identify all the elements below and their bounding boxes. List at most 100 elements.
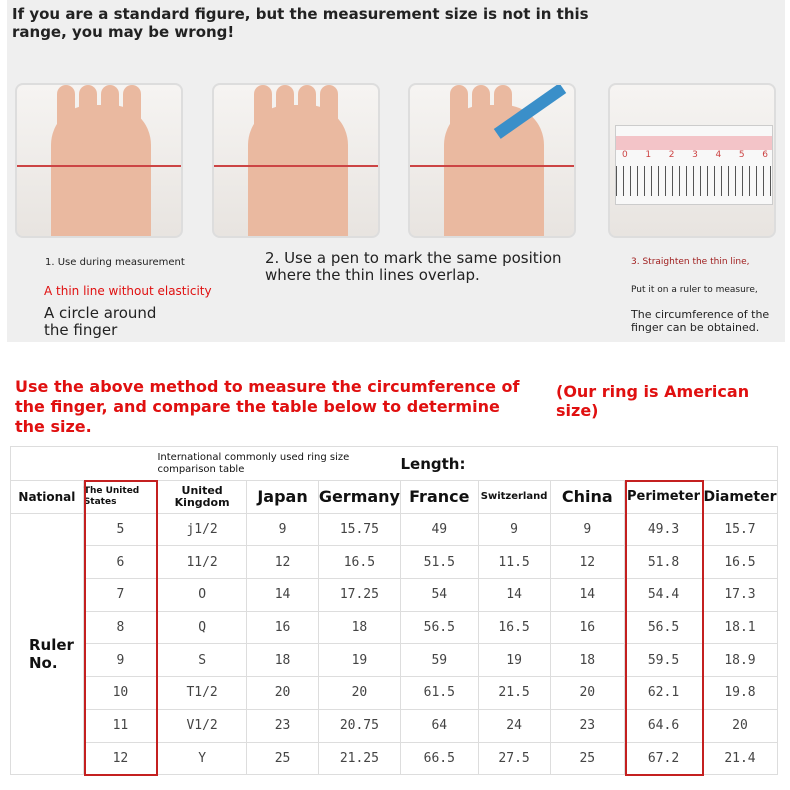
column-header: Switzerland (477, 480, 551, 514)
table-cell: 54.4 (624, 578, 703, 612)
table-cell: 14 (477, 578, 551, 612)
table-cell: Q (156, 610, 248, 645)
table-cell: 15.7 (701, 512, 779, 547)
table-cell: j1/2 (156, 512, 248, 547)
table-cell: 16.5 (317, 545, 401, 580)
table-cell: 66.5 (399, 741, 479, 776)
table-cell: 23 (549, 708, 626, 743)
table-cell: 20 (246, 676, 319, 710)
table-cell: 10 (82, 676, 158, 710)
table-cell: 25 (246, 741, 319, 776)
table-cell: 18 (549, 643, 626, 678)
us-column-highlight (84, 480, 158, 776)
table-cell: 25 (549, 741, 626, 776)
ruler-number: 3 (692, 150, 698, 160)
table-cell: 16.5 (701, 545, 779, 580)
step1-title: 1. Use during measurement (45, 257, 185, 268)
table-cell: 9 (477, 512, 551, 547)
step3-main: The circumference of the finger can be o… (631, 308, 770, 334)
table-cell: 23 (246, 708, 319, 743)
step2-text: 2. Use a pen to mark the same position w… (265, 249, 562, 284)
table-cell: 21.5 (477, 676, 551, 710)
ruler-no-label: Ruler No. (10, 512, 84, 776)
table-cell: 16 (246, 610, 319, 645)
table-cell: 20 (317, 676, 401, 710)
table-cell: 12 (246, 545, 319, 580)
american-size-note: (Our ring is American size) (556, 382, 750, 420)
table-cell: 17.25 (317, 578, 401, 612)
table-cell: 18 (246, 643, 319, 678)
table-cell: 20 (701, 708, 779, 743)
ruler-number: 1 (645, 150, 652, 160)
photo-thread-overlap (212, 83, 380, 238)
table-cell: V1/2 (156, 708, 248, 743)
table-cell: S (156, 643, 248, 678)
table-cell: 12 (82, 741, 158, 776)
photo-pen-marking (408, 83, 576, 238)
table-cell: 14 (246, 578, 319, 612)
column-header: China (549, 480, 626, 514)
perimeter-column-highlight (625, 480, 704, 776)
table-row: 12 Y 25 21.25 66.5 27.5 25 67.2 21.4 (11, 741, 779, 776)
photo-thread-around-finger (15, 83, 183, 238)
column-header: United Kingdom (156, 480, 248, 514)
table-row: 6 11/2 12 16.5 51.5 11.5 12 51.8 16.5 (11, 545, 779, 580)
table-row: 9 S 18 19 59 19 18 59.5 18.9 (11, 643, 779, 678)
ruler-number: 6 (762, 150, 768, 160)
table-cell: 21.25 (317, 741, 401, 776)
table-cell: 18 (317, 610, 401, 645)
table-cell: 18.9 (701, 643, 779, 678)
table-cell: 7 (82, 578, 158, 612)
table-cell: 9 (549, 512, 626, 547)
photo-ruler: 0 1 2 3 4 5 6 (608, 83, 776, 238)
table-cell: 17.3 (701, 578, 779, 612)
table-cell: 11.5 (477, 545, 551, 580)
column-header: The United States (82, 480, 158, 514)
table-cell: 9 (246, 512, 319, 547)
table-cell: 19.8 (701, 676, 779, 710)
table-cell: Y (156, 741, 248, 776)
table-cell: 27.5 (477, 741, 551, 776)
column-header: Perimeter (624, 480, 703, 514)
table-cell: 12 (549, 545, 626, 580)
table-cell: 15.75 (317, 512, 401, 547)
table-cell: 59.5 (624, 643, 703, 678)
step1-red-note: A thin line without elasticity (44, 284, 212, 298)
table-cell: O (156, 578, 248, 612)
step3-title: 3. Straighten the thin line, (631, 257, 750, 267)
table-row: Ruler No. 5 j1/2 9 15.75 49 9 9 49.3 15.7 (10, 512, 779, 776)
table-cell: 19 (477, 643, 551, 678)
table-cell: 51.5 (399, 545, 479, 580)
step3-sub: Put it on a ruler to measure, (631, 285, 758, 295)
table-cell: 11/2 (156, 545, 248, 580)
table-cell: 20.75 (317, 708, 401, 743)
table-title: International commonly used ring size co… (157, 446, 401, 481)
table-row: 10 T1/2 20 20 61.5 21.5 20 62.1 19.8 (11, 676, 779, 710)
table-cell: 56.5 (399, 610, 479, 645)
column-header: Diameter (701, 480, 779, 514)
column-header: Germany (317, 480, 401, 514)
table-cell: 24 (477, 708, 551, 743)
table-cell: 64 (399, 708, 479, 743)
step1-main: A circle around the finger (44, 304, 157, 339)
ruler-number: 5 (738, 150, 745, 160)
table-cell: 18.1 (701, 610, 779, 645)
table-cell: 19 (317, 643, 401, 678)
column-header: Japan (246, 480, 319, 514)
column-header: National (10, 480, 84, 514)
table-cell: 61.5 (399, 676, 479, 710)
table-cell: T1/2 (156, 676, 248, 710)
table-cell: 49 (399, 512, 479, 547)
ruler-number: 2 (668, 150, 675, 160)
table-cell: 20 (549, 676, 626, 710)
table-cell: 54 (399, 578, 479, 612)
ruler-number: 0 (622, 150, 628, 160)
table-cell: 16.5 (477, 610, 551, 645)
column-header: France (399, 480, 479, 514)
table-cell: 5 (82, 512, 158, 547)
table-cell: 59 (399, 643, 479, 678)
ring-size-table: International commonly used ring size co… (10, 446, 779, 776)
table-cell: 21.4 (701, 741, 779, 776)
table-cell: 8 (82, 610, 158, 645)
ruler-number: 4 (715, 150, 722, 160)
